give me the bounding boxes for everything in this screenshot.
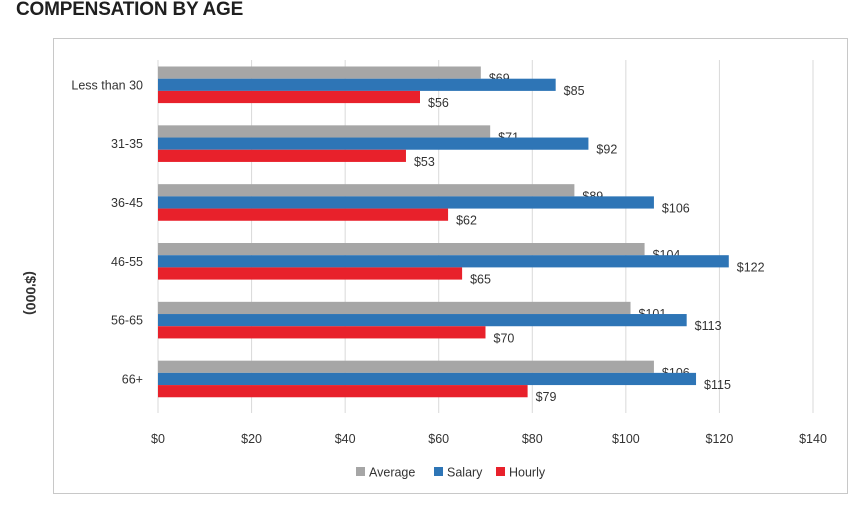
bar-average	[158, 360, 654, 373]
data-label: $122	[737, 260, 765, 274]
bar-average	[158, 66, 481, 79]
bar-hourly	[158, 385, 528, 398]
data-label: $56	[428, 96, 449, 110]
data-label: $70	[494, 331, 515, 345]
data-label: $53	[414, 155, 435, 169]
data-label: $115	[704, 378, 731, 392]
category-label: 56-65	[111, 314, 143, 328]
x-tick-label: $40	[335, 432, 356, 446]
category-label: 31-35	[111, 137, 143, 151]
category-label: 66+	[122, 372, 143, 386]
bar-hourly	[158, 267, 463, 280]
bar-hourly	[158, 90, 420, 104]
category-label: 36-45	[111, 196, 143, 210]
bar-salary	[158, 78, 556, 91]
data-label: $79	[536, 390, 557, 404]
bar-average	[158, 184, 575, 197]
category-label: 46-55	[111, 255, 143, 269]
x-tick-label: $0	[151, 432, 165, 446]
chart-title: COMPENSATION BY AGE	[16, 0, 244, 20]
x-tick-label: $120	[706, 432, 734, 446]
data-label: $106	[662, 201, 690, 215]
category-label: Less than 30	[71, 78, 143, 92]
bar-salary	[158, 196, 654, 209]
x-tick-label: $60	[428, 432, 449, 446]
legend-swatch-salary	[434, 467, 443, 476]
data-label: $85	[564, 84, 585, 98]
bar-average	[158, 243, 645, 256]
legend-label: Salary	[447, 466, 483, 480]
data-label: $62	[456, 214, 477, 228]
legend-swatch-average	[356, 467, 365, 476]
x-tick-label: $100	[612, 432, 640, 446]
bar-hourly	[158, 326, 486, 339]
bar-salary	[158, 255, 729, 268]
legend-swatch-hourly	[496, 467, 505, 476]
data-label: $65	[470, 273, 491, 287]
data-label: $113	[695, 319, 722, 333]
x-tick-label: $20	[241, 432, 262, 446]
bar-hourly	[158, 149, 406, 162]
legend-label: Average	[369, 466, 415, 480]
bar-average	[158, 125, 491, 138]
x-tick-label: $140	[799, 432, 827, 446]
bar-salary	[158, 137, 589, 150]
bar-salary	[158, 372, 697, 386]
bar-average	[158, 301, 631, 315]
chart-frame	[53, 38, 848, 494]
bar-salary	[158, 314, 687, 327]
x-tick-label: $80	[522, 432, 543, 446]
bar-hourly	[158, 208, 449, 221]
legend-label: Hourly	[509, 466, 546, 480]
data-label: $92	[596, 143, 617, 157]
